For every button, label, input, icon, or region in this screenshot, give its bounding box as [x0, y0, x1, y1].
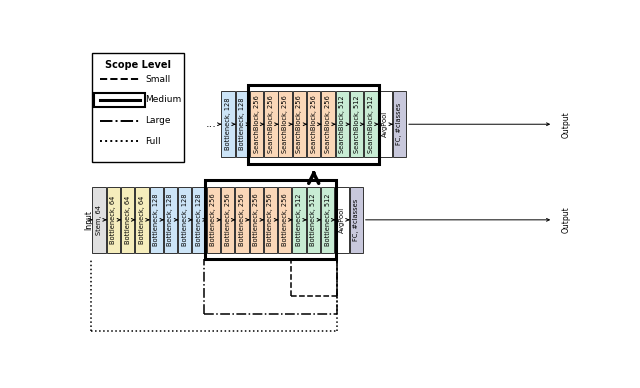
Bar	[364, 92, 378, 157]
Text: Bottleneck, 512: Bottleneck, 512	[296, 194, 302, 246]
Bar	[278, 187, 291, 253]
Bar	[264, 187, 277, 253]
Text: SearchBlock, 512: SearchBlock, 512	[353, 95, 360, 153]
Text: Medium: Medium	[145, 95, 182, 104]
Text: SearchBlock, 512: SearchBlock, 512	[339, 95, 346, 153]
Bar	[236, 92, 249, 157]
Bar	[248, 85, 380, 164]
Text: SearchBlock, 512: SearchBlock, 512	[368, 95, 374, 153]
Bar	[221, 187, 234, 253]
Text: Output: Output	[562, 111, 571, 138]
Text: Scope Level: Scope Level	[105, 60, 172, 70]
Bar	[121, 187, 134, 253]
Text: SearchBlock, 256: SearchBlock, 256	[310, 95, 317, 153]
Bar	[92, 52, 184, 161]
Text: Large: Large	[145, 116, 171, 125]
Text: Bottleneck, 128: Bottleneck, 128	[168, 194, 173, 246]
Bar	[278, 92, 292, 157]
Bar	[221, 92, 235, 157]
Bar	[150, 187, 163, 253]
Bar	[135, 187, 148, 253]
Bar	[307, 187, 320, 253]
Text: Bottleneck, 64: Bottleneck, 64	[125, 196, 131, 244]
Text: Bottleneck, 128: Bottleneck, 128	[239, 98, 245, 151]
Text: Full: Full	[145, 137, 161, 146]
Text: FC, #classes: FC, #classes	[353, 199, 359, 241]
Text: Bottleneck, 64: Bottleneck, 64	[110, 196, 116, 244]
Bar	[335, 92, 349, 157]
Text: Input: Input	[84, 210, 93, 230]
Text: AvgPool: AvgPool	[382, 111, 388, 137]
Bar	[250, 187, 263, 253]
Bar	[193, 187, 205, 253]
Text: SearchBlock, 256: SearchBlock, 256	[296, 95, 303, 153]
Bar	[378, 92, 392, 157]
Text: Bottleneck, 256: Bottleneck, 256	[282, 194, 288, 246]
Text: SearchBlock, 256: SearchBlock, 256	[268, 95, 274, 153]
Bar	[92, 187, 106, 253]
Bar	[205, 180, 336, 259]
Text: SearchBlock, 256: SearchBlock, 256	[282, 95, 288, 153]
Text: Bottleneck, 128: Bottleneck, 128	[153, 194, 159, 246]
Text: Bottleneck, 256: Bottleneck, 256	[253, 194, 259, 246]
Bar	[292, 92, 306, 157]
Bar	[292, 187, 306, 253]
Bar	[250, 92, 263, 157]
Text: Bottleneck, 128: Bottleneck, 128	[182, 194, 188, 246]
Text: SearchBlock, 256: SearchBlock, 256	[325, 95, 331, 153]
Text: Bottleneck, 256: Bottleneck, 256	[211, 194, 216, 246]
Text: Small: Small	[145, 75, 171, 84]
Text: Bottleneck, 128: Bottleneck, 128	[196, 194, 202, 246]
Bar	[264, 92, 278, 157]
Text: FC, #classes: FC, #classes	[396, 103, 403, 146]
Text: Bottleneck, 512: Bottleneck, 512	[324, 194, 331, 246]
Text: Bottleneck, 256: Bottleneck, 256	[268, 194, 273, 246]
Bar	[307, 92, 321, 157]
Text: Bottleneck, 64: Bottleneck, 64	[139, 196, 145, 244]
Bar	[107, 187, 120, 253]
Text: SearchBlock, 256: SearchBlock, 256	[253, 95, 260, 153]
Text: Stem, 64: Stem, 64	[96, 205, 102, 235]
Bar	[321, 92, 335, 157]
Bar	[335, 187, 349, 253]
Text: Bottleneck, 256: Bottleneck, 256	[225, 194, 230, 246]
Bar	[236, 187, 248, 253]
Text: AvgPool: AvgPool	[339, 207, 345, 233]
Text: Output: Output	[562, 206, 571, 233]
Text: ...: ...	[206, 119, 217, 129]
Text: Bottleneck, 256: Bottleneck, 256	[239, 194, 245, 246]
Bar	[349, 187, 363, 253]
Bar	[207, 187, 220, 253]
Text: Bottleneck, 512: Bottleneck, 512	[310, 194, 316, 246]
Bar	[164, 187, 177, 253]
Bar	[94, 94, 145, 107]
Bar	[393, 92, 406, 157]
Bar	[321, 187, 334, 253]
Bar	[178, 187, 191, 253]
Bar	[350, 92, 364, 157]
Text: Bottleneck, 128: Bottleneck, 128	[225, 98, 231, 151]
